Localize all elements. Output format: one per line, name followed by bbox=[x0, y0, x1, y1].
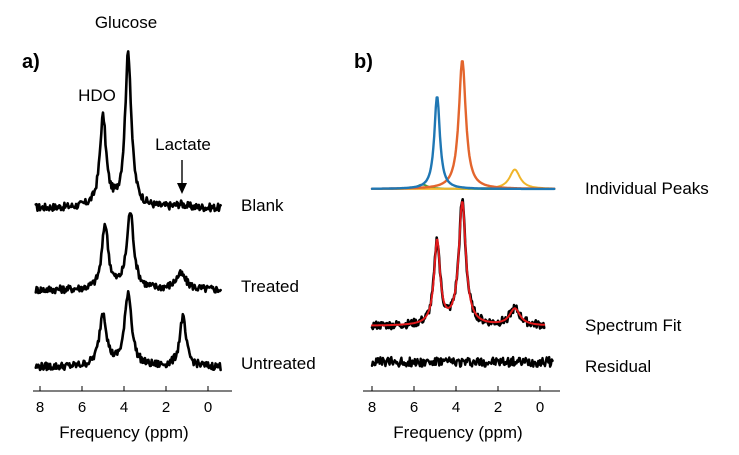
x-ticks-a: 8 6 4 2 0 bbox=[36, 386, 212, 416]
legend-individual-peaks: Individual Peaks bbox=[585, 179, 709, 198]
x-tick-label: 8 bbox=[368, 399, 376, 416]
x-axis-label-a: Frequency (ppm) bbox=[59, 423, 188, 442]
spectrum-residual bbox=[370, 355, 554, 368]
panel-b: b) Individual Peaks Spectrum Fit Residua… bbox=[354, 51, 709, 442]
legend-treated: Treated bbox=[241, 277, 299, 296]
legend-blank: Blank bbox=[241, 196, 284, 215]
x-axis-label-b: Frequency (ppm) bbox=[393, 423, 522, 442]
x-tick-label: 4 bbox=[452, 399, 460, 416]
x-tick-label: 2 bbox=[494, 399, 502, 416]
peak-label-glucose: Glucose bbox=[95, 13, 157, 32]
panel-b-letter: b) bbox=[354, 51, 373, 73]
legend-untreated: Untreated bbox=[241, 354, 316, 373]
spectrum-blank bbox=[34, 50, 222, 213]
panel-a: a) Glucose HDO Lactate Blank Treated Unt… bbox=[22, 13, 316, 442]
spectrum-fit bbox=[371, 201, 546, 327]
x-tick-label: 0 bbox=[536, 399, 544, 416]
peak-component-lactate bbox=[371, 168, 556, 190]
x-tick-label: 2 bbox=[162, 399, 170, 416]
x-tick-label: 0 bbox=[204, 399, 212, 416]
legend-spectrum-fit: Spectrum Fit bbox=[585, 316, 682, 335]
x-tick-label: 6 bbox=[410, 399, 418, 416]
peak-component-glucose bbox=[370, 60, 556, 190]
legend-residual: Residual bbox=[585, 357, 651, 376]
x-tick-label: 4 bbox=[120, 399, 128, 416]
panel-a-letter: a) bbox=[22, 51, 40, 73]
x-ticks-b: 8 6 4 2 0 bbox=[368, 386, 544, 416]
peak-label-hdo: HDO bbox=[78, 86, 116, 105]
spectrum-untreated bbox=[34, 290, 222, 372]
x-tick-label: 8 bbox=[36, 399, 44, 416]
x-tick-label: 6 bbox=[78, 399, 86, 416]
peak-component-hdo bbox=[370, 96, 556, 191]
lactate-arrow bbox=[177, 160, 187, 194]
spectrum-treated bbox=[34, 212, 222, 295]
peak-label-lactate: Lactate bbox=[155, 135, 211, 154]
